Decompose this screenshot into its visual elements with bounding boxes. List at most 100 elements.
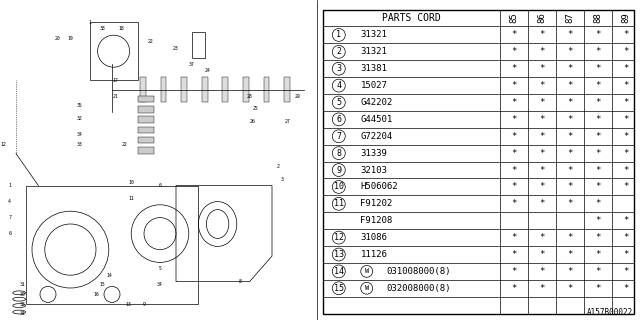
Text: *: *	[511, 98, 516, 107]
Text: 20: 20	[55, 36, 60, 41]
Bar	[138, 127, 154, 133]
Text: 38: 38	[100, 26, 105, 31]
Text: *: *	[567, 284, 573, 293]
Text: 13: 13	[334, 250, 344, 259]
Text: 15: 15	[100, 282, 105, 287]
Text: 30: 30	[20, 292, 25, 297]
Text: *: *	[595, 47, 600, 56]
Text: 86: 86	[538, 13, 547, 23]
Text: *: *	[567, 115, 573, 124]
Text: 12: 12	[1, 141, 6, 147]
Text: *: *	[623, 64, 628, 73]
Text: 9: 9	[143, 301, 145, 307]
Text: *: *	[567, 30, 573, 39]
Text: *: *	[595, 64, 600, 73]
Text: 032008000(8): 032008000(8)	[387, 284, 451, 293]
Bar	[264, 77, 269, 102]
Text: *: *	[567, 250, 573, 259]
Text: *: *	[567, 182, 573, 191]
Text: 15027: 15027	[360, 81, 387, 90]
Text: *: *	[540, 98, 545, 107]
Text: 22: 22	[122, 141, 127, 147]
Text: A157B00022: A157B00022	[588, 308, 634, 317]
Text: *: *	[595, 165, 600, 174]
Text: 6: 6	[159, 183, 161, 188]
Text: *: *	[595, 216, 600, 225]
Text: *: *	[511, 233, 516, 242]
Text: *: *	[623, 165, 628, 174]
Text: *: *	[540, 149, 545, 158]
Text: 2: 2	[277, 164, 280, 169]
Text: *: *	[623, 250, 628, 259]
Text: *: *	[595, 30, 600, 39]
Bar	[284, 77, 290, 102]
Text: 10: 10	[129, 180, 134, 185]
Text: *: *	[595, 132, 600, 141]
Text: 12: 12	[334, 233, 344, 242]
Text: *: *	[540, 199, 545, 208]
Text: 5: 5	[336, 98, 341, 107]
Text: *: *	[623, 267, 628, 276]
Text: 31: 31	[20, 282, 25, 287]
Text: 4: 4	[8, 199, 11, 204]
Text: *: *	[511, 47, 516, 56]
Text: 6: 6	[336, 115, 341, 124]
Text: *: *	[595, 250, 600, 259]
Text: H506062: H506062	[360, 182, 398, 191]
Text: PARTS CORD: PARTS CORD	[382, 13, 441, 23]
Text: 33: 33	[77, 141, 83, 147]
Text: 16: 16	[93, 292, 99, 297]
Bar	[243, 77, 249, 102]
Text: 18: 18	[119, 26, 124, 31]
Text: *: *	[511, 149, 516, 158]
Text: 1: 1	[88, 20, 91, 25]
Text: 11: 11	[129, 196, 134, 201]
Text: 2: 2	[336, 47, 341, 56]
Text: *: *	[511, 250, 516, 259]
Text: *: *	[623, 182, 628, 191]
Text: 14: 14	[334, 267, 344, 276]
Text: *: *	[595, 149, 600, 158]
Text: *: *	[595, 115, 600, 124]
Text: 31321: 31321	[360, 30, 387, 39]
Text: *: *	[540, 165, 545, 174]
Bar	[138, 147, 154, 154]
Text: *: *	[623, 132, 628, 141]
Text: 35: 35	[77, 103, 83, 108]
Text: 6: 6	[8, 231, 11, 236]
Text: 34: 34	[157, 282, 163, 287]
Text: *: *	[511, 199, 516, 208]
Text: G72204: G72204	[360, 132, 393, 141]
Text: 87: 87	[565, 13, 575, 23]
Text: *: *	[623, 115, 628, 124]
Text: 29: 29	[295, 93, 300, 99]
Text: 17: 17	[113, 77, 118, 83]
Text: *: *	[540, 47, 545, 56]
Text: 37: 37	[189, 61, 195, 67]
Bar	[202, 77, 207, 102]
Text: *: *	[623, 233, 628, 242]
Text: *: *	[540, 64, 545, 73]
Text: *: *	[540, 233, 545, 242]
Text: 23: 23	[173, 45, 179, 51]
Text: 31086: 31086	[360, 233, 387, 242]
Text: 88: 88	[593, 13, 602, 23]
Text: *: *	[511, 115, 516, 124]
Text: 5: 5	[159, 266, 161, 271]
Text: *: *	[623, 98, 628, 107]
Text: 8: 8	[336, 149, 341, 158]
Text: *: *	[595, 182, 600, 191]
Text: *: *	[511, 64, 516, 73]
Bar	[138, 106, 154, 113]
Text: *: *	[540, 132, 545, 141]
Bar	[140, 77, 146, 102]
Text: 3: 3	[336, 64, 341, 73]
Text: 38: 38	[20, 301, 25, 307]
Text: *: *	[595, 199, 600, 208]
Text: 11: 11	[334, 199, 344, 208]
Text: *: *	[567, 47, 573, 56]
Text: 31339: 31339	[360, 149, 387, 158]
Text: W: W	[365, 285, 369, 291]
Text: 9: 9	[336, 165, 341, 174]
Text: 24: 24	[205, 68, 211, 73]
